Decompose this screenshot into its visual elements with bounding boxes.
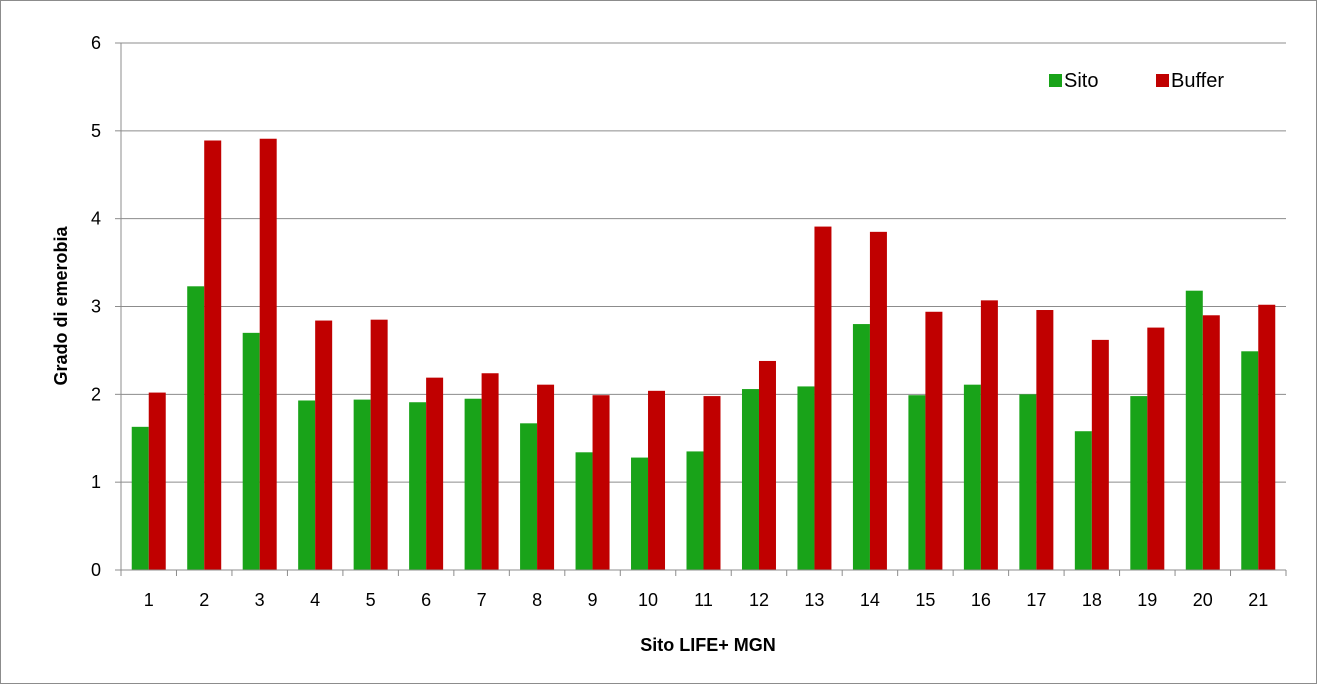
bar-buffer-12 <box>758 360 776 570</box>
bar-buffer-7 <box>481 373 499 570</box>
bar-buffer-2 <box>204 140 222 570</box>
bar-sito-15 <box>908 395 926 570</box>
bar-sito-6 <box>409 402 427 570</box>
x-tick-label-5: 5 <box>366 590 376 610</box>
x-tick-label-21: 21 <box>1248 590 1268 610</box>
bar-buffer-1 <box>148 392 166 570</box>
legend-swatch-sito <box>1049 74 1062 87</box>
y-tick-label-2: 2 <box>91 384 101 404</box>
y-tick-label-1: 1 <box>91 472 101 492</box>
bar-sito-12 <box>741 389 759 570</box>
legend-label-sito: Sito <box>1064 70 1098 92</box>
x-axis-title: Sito LIFE+ MGN <box>640 635 776 655</box>
bar-buffer-3 <box>259 138 277 570</box>
bars <box>131 138 1276 571</box>
x-tick-label-11: 11 <box>694 590 713 610</box>
bar-sito-20 <box>1185 290 1203 570</box>
y-tick-label-6: 6 <box>91 33 101 53</box>
bar-buffer-19 <box>1147 327 1165 570</box>
bar-sito-14 <box>852 324 870 570</box>
x-tick-label-7: 7 <box>477 590 487 610</box>
bar-buffer-13 <box>814 226 832 571</box>
axes <box>115 42 1287 576</box>
bar-sito-19 <box>1130 396 1148 570</box>
x-tick-label-18: 18 <box>1082 590 1102 610</box>
y-tick-label-0: 0 <box>91 560 101 580</box>
bar-sito-2 <box>187 286 205 570</box>
x-tick-label-17: 17 <box>1026 590 1046 610</box>
legend-swatch-buffer <box>1156 74 1169 87</box>
x-tick-label-14: 14 <box>860 590 880 610</box>
bar-sito-11 <box>686 451 704 570</box>
bar-buffer-5 <box>370 319 388 570</box>
bar-buffer-17 <box>1036 310 1054 570</box>
bar-sito-10 <box>631 457 649 570</box>
bar-sito-7 <box>464 398 482 570</box>
x-tick-label-16: 16 <box>971 590 991 610</box>
bar-sito-3 <box>242 332 260 570</box>
legend-label-buffer: Buffer <box>1171 70 1224 92</box>
x-tick-label-1: 1 <box>144 590 154 610</box>
y-tick-label-3: 3 <box>91 297 101 317</box>
x-tick-label-8: 8 <box>532 590 542 610</box>
bar-sito-16 <box>963 384 981 570</box>
bar-buffer-9 <box>592 395 610 570</box>
bar-buffer-4 <box>315 320 333 570</box>
bar-buffer-20 <box>1202 315 1220 570</box>
x-tick-label-9: 9 <box>588 590 598 610</box>
bar-buffer-6 <box>426 377 444 570</box>
y-tick-label-4: 4 <box>91 209 101 229</box>
legend: Sito Buffer <box>1049 70 1224 92</box>
bar-buffer-21 <box>1258 304 1276 570</box>
bar-sito-13 <box>797 386 815 570</box>
bar-sito-8 <box>520 423 538 570</box>
bar-sito-9 <box>575 452 593 570</box>
x-tick-label-13: 13 <box>804 590 824 610</box>
x-tick-label-4: 4 <box>310 590 320 610</box>
bar-sito-1 <box>131 426 149 570</box>
y-axis-title: Grado di emerobia <box>51 225 71 385</box>
bar-sito-21 <box>1241 351 1259 570</box>
bar-sito-4 <box>298 400 316 570</box>
y-tick-label-5: 5 <box>91 121 101 141</box>
bar-sito-5 <box>353 399 371 570</box>
x-tick-label-3: 3 <box>255 590 265 610</box>
bar-buffer-11 <box>703 396 721 570</box>
bar-buffer-18 <box>1091 339 1109 570</box>
x-tick-label-10: 10 <box>638 590 658 610</box>
x-tick-label-15: 15 <box>915 590 935 610</box>
bar-sito-17 <box>1019 394 1037 570</box>
x-tick-label-12: 12 <box>749 590 769 610</box>
bar-buffer-16 <box>980 300 998 570</box>
x-tick-label-20: 20 <box>1193 590 1213 610</box>
bar-buffer-8 <box>537 384 555 570</box>
bar-buffer-10 <box>648 390 666 570</box>
bar-buffer-14 <box>869 231 887 570</box>
bar-sito-18 <box>1074 431 1092 570</box>
bar-buffer-15 <box>925 311 943 570</box>
x-tick-label-19: 19 <box>1137 590 1157 610</box>
x-tick-label-6: 6 <box>421 590 431 610</box>
x-tick-label-2: 2 <box>199 590 209 610</box>
